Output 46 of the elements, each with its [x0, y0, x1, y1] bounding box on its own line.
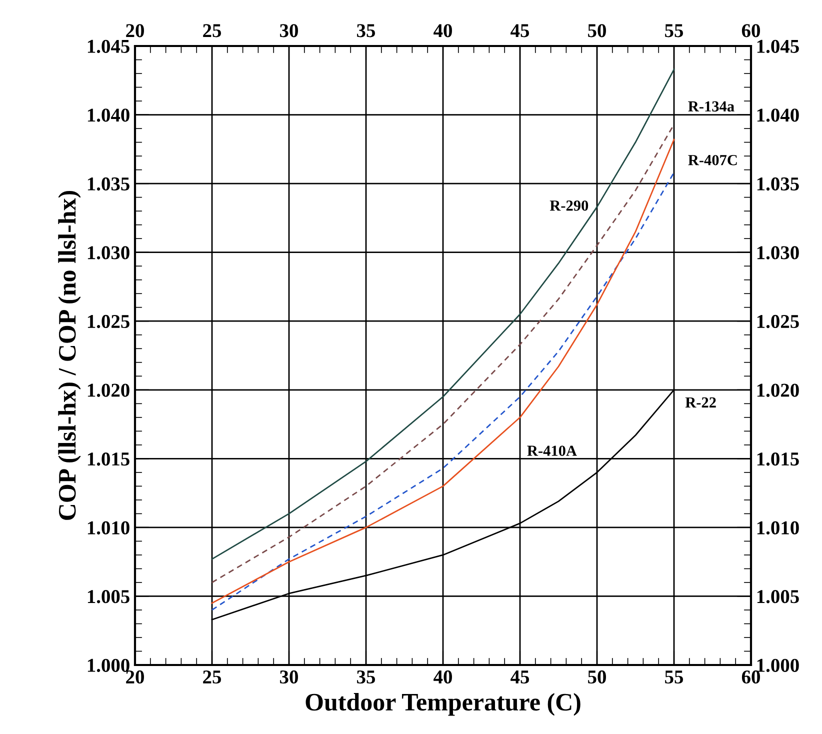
x-tick-label: 35 — [357, 670, 376, 684]
y-axis-title: COP (llsl-hx) / COP (no llsl-hx) — [58, 190, 81, 520]
y2-tick-label: 1.035 — [757, 177, 799, 191]
x2-tick-label: 25 — [203, 24, 222, 38]
x-tick-label: 45 — [510, 670, 530, 684]
y2-tick-label: 1.020 — [757, 384, 799, 397]
series-label: R-410A — [527, 446, 577, 456]
y-tick-label: 1.030 — [88, 246, 130, 260]
x-tick-label: 20 — [126, 670, 144, 684]
x-tick-label: 55 — [665, 670, 684, 684]
y-tick-label: 1.020 — [88, 384, 130, 397]
y2-tick-label: 1.005 — [757, 590, 799, 604]
x-tick-label: 30 — [280, 670, 298, 684]
y2-tick-label: 1.040 — [757, 108, 799, 122]
x-tick-label: 25 — [203, 670, 222, 684]
series-label: R-134a — [688, 101, 734, 112]
y2-tick-label: 1.010 — [757, 521, 799, 534]
x2-tick-label: 30 — [280, 24, 298, 38]
x-tick-label: 40 — [434, 670, 452, 684]
y-tick-label: 1.025 — [88, 314, 130, 328]
y-tick-label: 1.010 — [88, 521, 130, 534]
y2-tick-label: 1.015 — [757, 452, 799, 466]
line-series — [211, 68, 675, 560]
x2-tick-label: 60 — [742, 24, 760, 38]
y-tick-label: 1.040 — [88, 108, 130, 122]
y-tick-label: 1.035 — [88, 177, 130, 191]
y-tick-label: 1.000 — [88, 658, 130, 672]
y2-tick-label: 1.030 — [757, 246, 799, 260]
x2-tick-label: 45 — [510, 24, 530, 38]
y-tick-label: 1.015 — [88, 452, 130, 466]
y-tick-label: 1.045 — [88, 40, 130, 54]
x2-tick-label: 35 — [357, 24, 376, 38]
series-label: R-407C — [688, 154, 737, 166]
y2-tick-label: 1.025 — [757, 314, 799, 328]
x-tick-label: 60 — [742, 670, 760, 684]
y2-tick-label: 1.000 — [757, 658, 799, 672]
x-axis-title: Outdoor Temperature (C) — [306, 693, 580, 716]
y2-tick-label: 1.045 — [757, 40, 799, 54]
x2-tick-label: 20 — [126, 24, 144, 38]
series-label: R-290 — [550, 200, 588, 211]
y-tick-label: 1.005 — [88, 590, 130, 604]
x-tick-label: 50 — [588, 670, 606, 684]
x2-tick-label: 50 — [588, 24, 606, 38]
x2-tick-label: 55 — [665, 24, 684, 38]
x2-tick-label: 40 — [434, 24, 452, 38]
series-label: R-22 — [685, 397, 716, 408]
